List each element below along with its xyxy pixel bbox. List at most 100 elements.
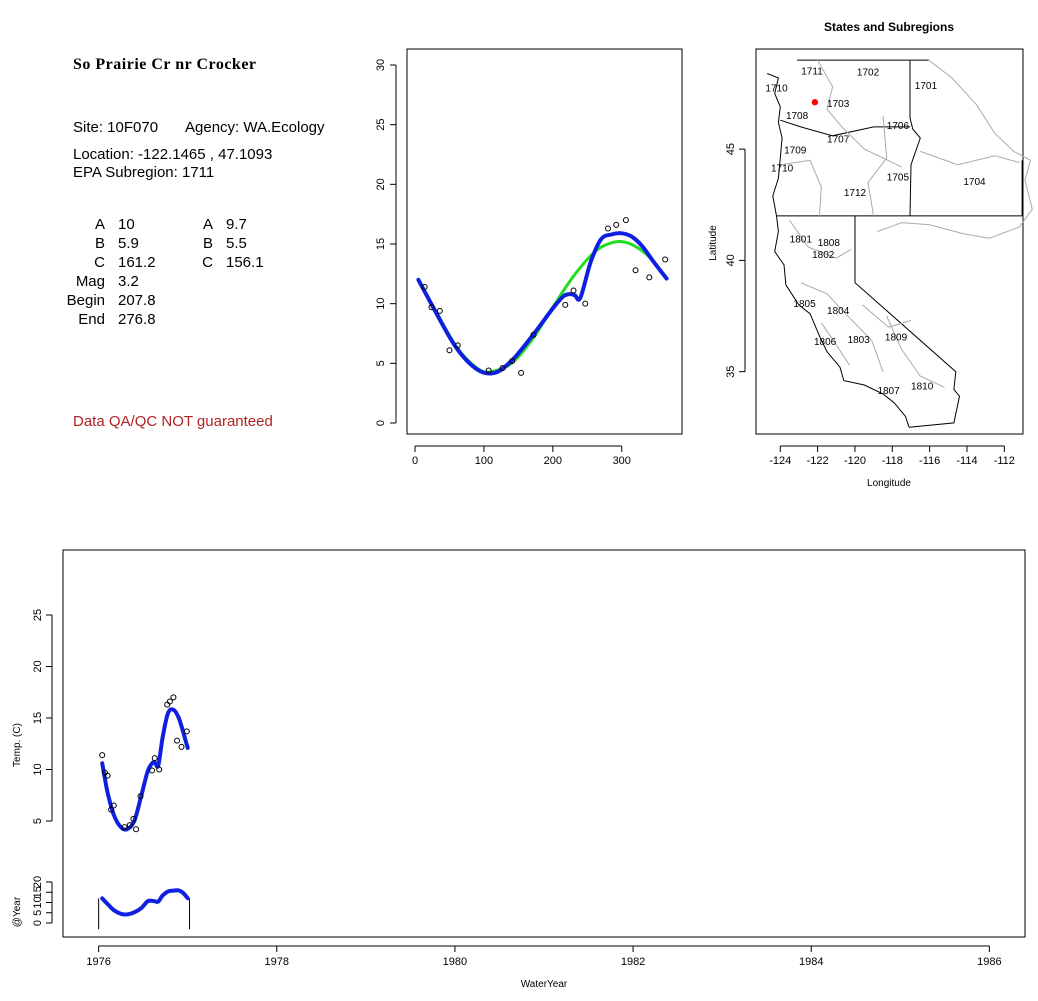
param-name: End [78, 311, 105, 328]
y-tick-label: 35 [725, 366, 737, 378]
data-point [104, 772, 111, 779]
y-tick-label: 10 [375, 298, 387, 310]
param-value: 5.9 [118, 235, 139, 252]
data-point [622, 217, 629, 224]
region-label: 1810 [911, 381, 934, 392]
plot-frame [406, 48, 683, 435]
data-point [149, 767, 156, 774]
y-tick-label: 15 [32, 886, 44, 898]
data-point [133, 826, 140, 833]
data-point [151, 755, 158, 762]
region-label: 1808 [818, 238, 841, 249]
param-name: B [94, 235, 105, 252]
region-label: 1803 [848, 335, 871, 346]
x-tick-label: -114 [956, 455, 977, 467]
x-tick-label: 1976 [86, 956, 110, 968]
param-value: 276.8 [118, 311, 156, 328]
subregion-border [877, 59, 1033, 239]
timeseries-frame [62, 549, 1026, 938]
subregion-border [867, 115, 888, 216]
x-tick-label: -122 [807, 455, 829, 467]
region-label: 1802 [812, 250, 835, 261]
subregion-label: EPA Subregion: 1711 [73, 164, 215, 181]
region-label: 1708 [786, 111, 809, 122]
x-tick-label: 200 [544, 455, 562, 467]
data-point [166, 698, 173, 705]
data-point [646, 274, 653, 281]
region-label: 1801 [790, 235, 813, 246]
x-tick-label: 1982 [621, 956, 645, 968]
map-title: States and Subregions [824, 20, 954, 34]
state-border [909, 60, 921, 216]
x-tick-label: 1978 [265, 956, 289, 968]
region-label: 1805 [793, 299, 816, 310]
y-tick-label: 5 [32, 910, 44, 916]
data-point [604, 225, 611, 232]
y-tick-label: 5 [375, 360, 387, 366]
param-name: A [94, 216, 105, 233]
data-point [183, 728, 190, 735]
x-tick-label: 1980 [443, 956, 467, 968]
data-point [485, 367, 492, 374]
region-label: 1705 [887, 172, 910, 183]
data-point [509, 357, 516, 364]
param-value: 161.2 [118, 254, 156, 271]
subregion-border [800, 282, 884, 372]
data-point [454, 342, 461, 349]
y-tick-label: 0 [375, 420, 387, 426]
data-point [108, 806, 115, 813]
param-value: 10 [118, 216, 135, 233]
region-label: 1807 [877, 386, 900, 397]
data-point [174, 737, 181, 744]
state-border [854, 215, 961, 428]
y-tick-label: 20 [375, 178, 387, 190]
data-point [518, 369, 525, 376]
data-point [110, 802, 117, 809]
param-name-alt: B [202, 235, 213, 252]
y-tick-label: 15 [375, 238, 387, 250]
blue-fit-line [416, 231, 669, 376]
x-tick-label: 0 [412, 455, 418, 467]
param-value-alt: 156.1 [226, 254, 264, 271]
year-fit-line [100, 888, 190, 917]
data-point [582, 300, 589, 307]
param-value-alt: 9.7 [226, 216, 247, 233]
region-label: 1712 [844, 188, 867, 199]
site-title: So Prairie Cr nr Crocker [73, 56, 257, 73]
y-tick-label: 25 [375, 119, 387, 131]
subregion-border [780, 159, 822, 216]
x-tick-label: 1986 [977, 956, 1001, 968]
x-tick-label: 300 [613, 455, 631, 467]
region-label: 1710 [771, 163, 794, 174]
subregion-border [817, 59, 843, 128]
agency-label: Agency: WA.Ecology [185, 119, 325, 136]
y-tick-label: 15 [32, 712, 44, 724]
y-tick-label: 40 [725, 254, 737, 266]
data-point [632, 267, 639, 274]
param-value: 3.2 [118, 273, 139, 290]
data-point [170, 694, 177, 701]
region-label: 1701 [915, 81, 938, 92]
data-point [421, 283, 428, 290]
data-point [570, 287, 577, 294]
region-label: 1702 [857, 68, 880, 79]
y-tick-label: 20 [32, 876, 44, 888]
site-label: Site: 10F070 [73, 119, 159, 136]
param-name-alt: A [202, 216, 213, 233]
subregion-border [886, 315, 945, 388]
param-name: C [94, 254, 105, 271]
subregion-border [920, 150, 1020, 166]
qa-note: Data QA/QC NOT guaranteed [73, 413, 273, 430]
region-label: 1707 [827, 134, 850, 145]
data-point [137, 793, 144, 800]
map-frame [755, 48, 1024, 435]
param-name-alt: C [202, 254, 213, 271]
x-axis-title: Longitude [867, 478, 911, 489]
data-point [436, 307, 443, 314]
data-point [562, 301, 569, 308]
x-tick-label: 1984 [799, 956, 823, 968]
y-tick-label: 45 [725, 143, 737, 155]
data-point [178, 743, 185, 750]
data-point [530, 331, 537, 338]
